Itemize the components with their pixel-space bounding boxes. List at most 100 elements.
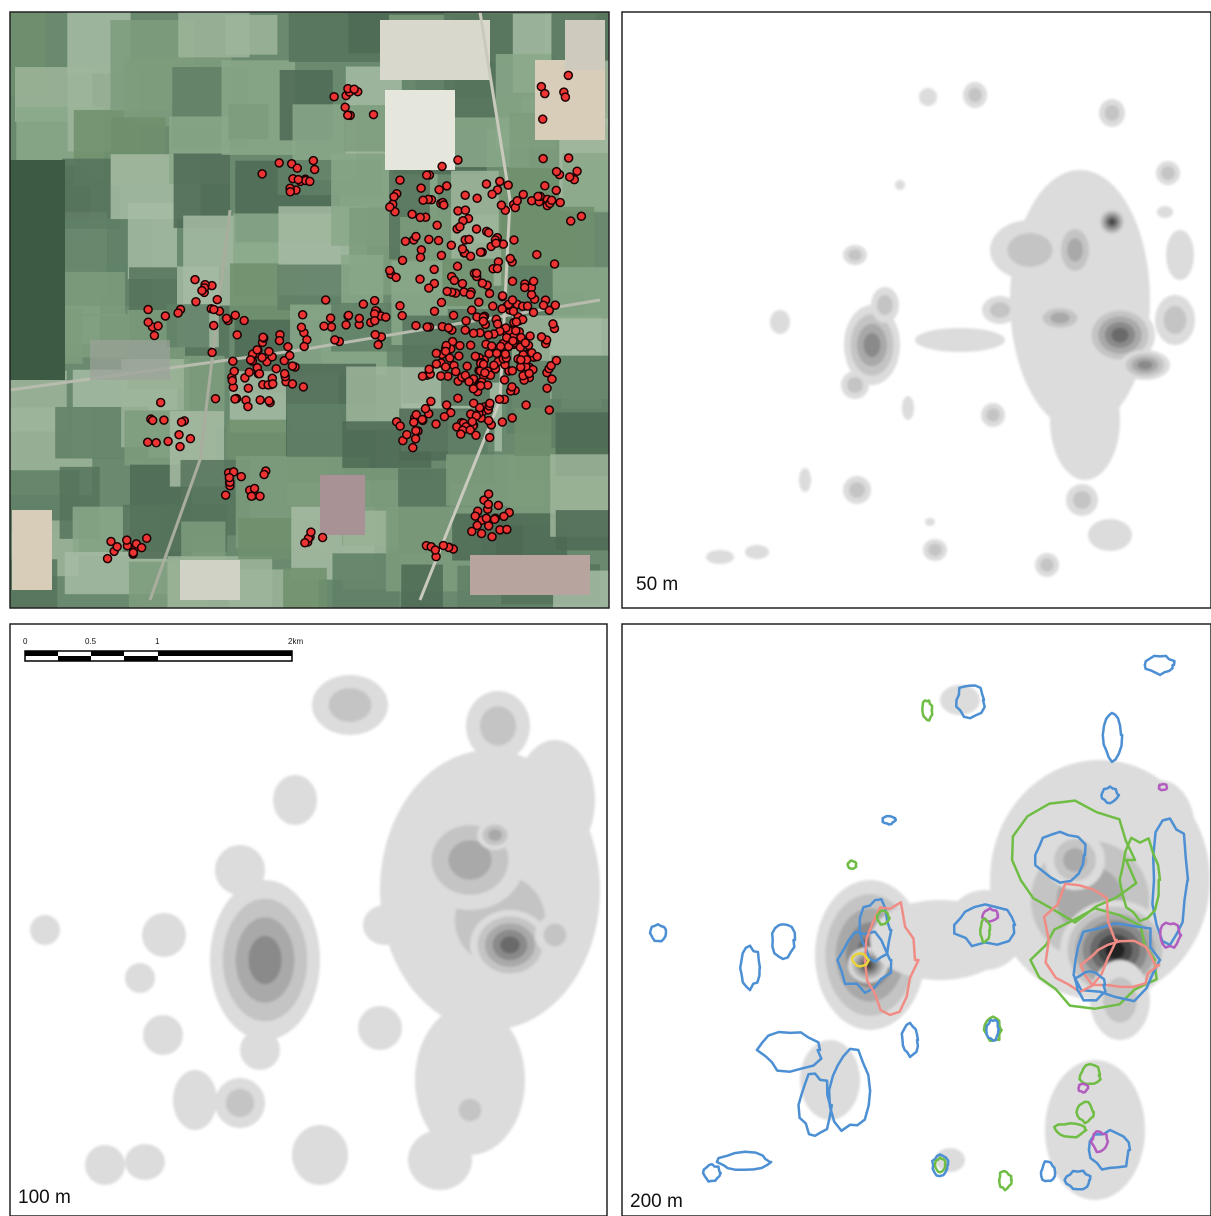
point: [129, 549, 137, 557]
point: [288, 362, 296, 370]
field: [167, 304, 210, 347]
point: [509, 277, 517, 285]
point: [478, 530, 486, 538]
range-contour: [902, 1023, 918, 1057]
point: [396, 176, 404, 184]
point: [409, 444, 417, 452]
point: [425, 365, 433, 373]
point: [473, 225, 481, 233]
density-level: [1040, 558, 1054, 572]
point: [229, 357, 237, 365]
scale-bar-segment: [158, 651, 292, 656]
point: [435, 186, 443, 194]
point: [432, 420, 440, 428]
range-contour: [848, 861, 857, 869]
density-level: [1166, 230, 1194, 280]
point: [433, 221, 441, 229]
point: [501, 376, 509, 384]
figure: 50 m 0 0.5 1 2km 100 m 200 m: [0, 0, 1211, 1216]
point: [371, 317, 379, 325]
point: [284, 343, 292, 351]
point: [344, 111, 352, 119]
scale-bar-segment: [25, 651, 58, 656]
point: [331, 336, 339, 344]
point: [462, 317, 470, 325]
point: [488, 190, 496, 198]
point: [412, 435, 420, 443]
point: [437, 298, 445, 306]
point: [541, 90, 549, 98]
point: [509, 337, 517, 345]
point: [230, 367, 238, 375]
point: [269, 380, 277, 388]
point: [549, 320, 557, 328]
density-level: [848, 249, 862, 260]
point: [104, 555, 112, 563]
point: [256, 396, 264, 404]
point: [359, 300, 367, 308]
density-level: [515, 740, 595, 860]
density-level: [226, 1089, 254, 1117]
density-level: [488, 829, 502, 841]
point: [468, 527, 476, 535]
range-contour: [922, 700, 932, 720]
density-level: [459, 1099, 482, 1122]
point: [401, 237, 409, 245]
density-level: [706, 550, 734, 564]
point: [467, 341, 475, 349]
density-level: [864, 333, 881, 357]
point: [504, 181, 512, 189]
point: [539, 155, 547, 163]
point: [484, 331, 492, 339]
density-level: [1045, 1060, 1145, 1200]
point: [371, 331, 379, 339]
density-level: [1007, 233, 1052, 267]
point: [294, 176, 302, 184]
density-level: [248, 936, 281, 984]
point: [493, 265, 501, 273]
point: [519, 190, 527, 198]
point: [443, 401, 451, 409]
point: [521, 339, 529, 347]
point: [468, 418, 476, 426]
point: [473, 269, 481, 277]
point: [154, 322, 162, 330]
point: [293, 164, 301, 172]
point: [350, 85, 358, 93]
density-level: [770, 310, 790, 334]
point: [149, 416, 157, 424]
point: [463, 362, 471, 370]
density-level: [877, 295, 893, 315]
point: [522, 401, 530, 409]
density-level: [1157, 206, 1173, 218]
point: [461, 191, 469, 199]
density-level: [125, 1144, 165, 1180]
point: [410, 418, 418, 426]
point: [543, 384, 551, 392]
point: [178, 418, 186, 426]
density-level: [928, 544, 942, 556]
point: [567, 217, 575, 225]
range-contour: [650, 924, 666, 941]
point: [499, 292, 507, 300]
point: [437, 372, 445, 380]
point: [247, 356, 255, 364]
point: [443, 287, 451, 295]
density-100m: [30, 675, 600, 1190]
point: [418, 415, 426, 423]
panel-label: 100 m: [18, 1187, 71, 1208]
point: [123, 536, 131, 544]
point: [258, 354, 266, 362]
density-level: [480, 706, 516, 746]
field: [12, 510, 52, 590]
point: [396, 302, 404, 310]
point: [485, 490, 493, 498]
point: [192, 298, 200, 306]
point: [540, 301, 548, 309]
point: [496, 177, 504, 185]
density-level: [125, 963, 155, 993]
point: [577, 212, 585, 220]
field: [283, 568, 327, 644]
point: [175, 431, 183, 439]
point: [281, 370, 289, 378]
